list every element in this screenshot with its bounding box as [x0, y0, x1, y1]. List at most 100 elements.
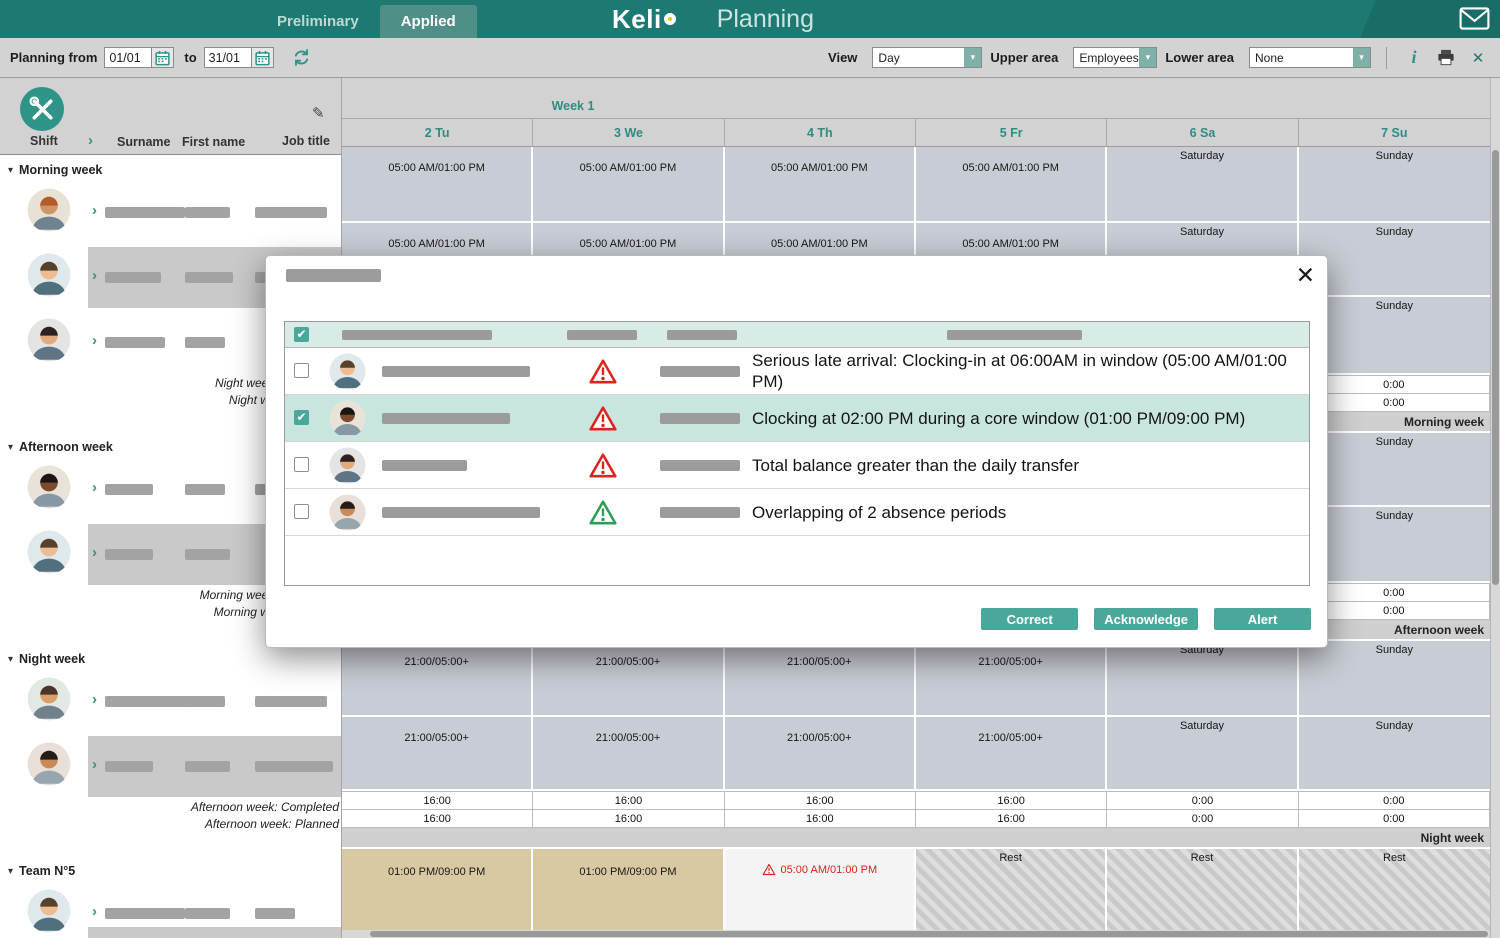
anomaly-row[interactable]: Clocking at 02:00 PM during a core windo… — [285, 395, 1309, 442]
employee-row-shade-partial — [88, 927, 341, 938]
total-cell: 0:00 — [1299, 584, 1490, 601]
close-planning-icon[interactable]: ✕ — [1466, 46, 1490, 70]
weekend-cell[interactable]: Sunday — [1298, 147, 1490, 221]
redacted-text — [255, 761, 333, 772]
cell-label: 21:00/05:00+ — [404, 656, 469, 668]
shift-cell[interactable]: 21:00/05:00+ — [724, 717, 916, 789]
redacted-text — [255, 908, 295, 919]
weekend-cell[interactable]: Saturday — [1107, 147, 1299, 221]
shift-cell[interactable]: 21:00/05:00+ — [915, 717, 1108, 789]
vertical-scrollbar[interactable] — [1490, 78, 1500, 938]
horizontal-scrollbar[interactable] — [342, 930, 1490, 938]
expand-chevron-icon[interactable]: › — [92, 479, 97, 496]
job-title-column-header: Job title — [282, 134, 330, 148]
mail-icon[interactable] — [1458, 7, 1490, 31]
tan-cell[interactable]: 01:00 PM/09:00 PM — [533, 849, 725, 930]
view-value: Day — [878, 50, 900, 65]
planning-from-input[interactable] — [104, 47, 153, 68]
calendar-icon[interactable] — [251, 47, 274, 68]
refresh-icon[interactable] — [290, 46, 314, 70]
weekend-cell[interactable]: Sunday — [1298, 641, 1490, 715]
app-logo: Keli Planning — [612, 0, 814, 38]
correct-button[interactable]: Correct — [981, 608, 1079, 630]
anomalies-table: Serious late arrival: Clocking-in at 06:… — [284, 321, 1310, 586]
weekend-cell[interactable]: Saturday — [1107, 641, 1299, 715]
expand-chevron-icon[interactable]: › — [92, 544, 97, 561]
employee-row: › — [0, 669, 341, 734]
anomaly-row[interactable]: Total balance greater than the daily tra… — [285, 442, 1309, 489]
shift-cell[interactable]: 05:00 AM/01:00 PM — [724, 147, 916, 221]
shift-group-header[interactable]: ▾ Team N°5 — [0, 861, 341, 881]
alert-cell[interactable]: 05:00 AM/01:00 PM — [724, 849, 916, 930]
shift-cell[interactable]: 21:00/05:00+ — [533, 641, 725, 715]
view-select[interactable]: Day ▾ — [872, 47, 983, 68]
calendar-icon[interactable] — [152, 47, 175, 68]
expand-chevron-icon[interactable]: › — [92, 903, 97, 920]
cell-label: 05:00 AM/01:00 PM — [388, 238, 485, 250]
row-checkbox[interactable] — [294, 363, 309, 378]
totals-row: 16:00 16:00 16:00 16:00 0:00 0:00 — [342, 809, 1490, 827]
rest-cell[interactable]: Rest — [1107, 849, 1299, 930]
alert-button[interactable]: Alert — [1214, 608, 1311, 630]
week-label: Week 1 — [551, 99, 595, 113]
weekend-cell[interactable]: Sunday — [1298, 717, 1490, 789]
acknowledge-button[interactable]: Acknowledge — [1094, 608, 1198, 630]
select-all-checkbox[interactable] — [294, 327, 309, 342]
tan-cell[interactable]: 01:00 PM/09:00 PM — [342, 849, 534, 930]
shift-group-header[interactable]: ▾ Afternoon week — [0, 437, 341, 457]
lower-area-select[interactable]: None ▾ — [1249, 47, 1371, 68]
weekend-cell[interactable]: Sunday — [1298, 223, 1490, 295]
dialog-close-icon[interactable]: ✕ — [1295, 262, 1315, 288]
expand-chevron-icon[interactable]: › — [92, 202, 97, 219]
expand-chevron-icon[interactable]: › — [92, 691, 97, 708]
anomaly-row[interactable]: Overlapping of 2 absence periods — [285, 489, 1309, 536]
day-header: 2 Tu — [342, 119, 534, 146]
tab-applied[interactable]: Applied — [379, 5, 477, 38]
planning-to-input[interactable] — [203, 47, 252, 68]
print-icon[interactable] — [1434, 46, 1458, 70]
tab-preliminary[interactable]: Preliminary — [277, 13, 359, 30]
rest-cell[interactable]: Rest — [1298, 849, 1490, 930]
weekend-cell[interactable]: Sunday — [1298, 433, 1490, 505]
shift-summary-note: Afternoon week: Completed — [190, 800, 339, 814]
shift-cell[interactable]: 05:00 AM/01:00 PM — [533, 147, 725, 221]
shift-cell[interactable]: 21:00/05:00+ — [342, 641, 534, 715]
sidebar-groups: ▾Morning week›››Night week: CompletedNig… — [0, 155, 341, 938]
upper-area-select[interactable]: Employees ▾ — [1073, 47, 1158, 68]
cell-label: 21:00/05:00+ — [595, 732, 661, 744]
shift-cell[interactable]: 21:00/05:00+ — [533, 717, 725, 789]
row-checkbox[interactable] — [294, 410, 309, 425]
shift-cell[interactable]: 21:00/05:00+ — [724, 641, 916, 715]
expand-chevron-icon[interactable]: › — [92, 267, 97, 284]
weekend-cell[interactable]: Saturday — [1107, 717, 1299, 789]
edit-pencil-icon[interactable]: ✎ — [312, 105, 325, 122]
logo-o-mark — [663, 13, 676, 25]
row-checkbox[interactable] — [294, 504, 309, 519]
redacted-text — [105, 484, 153, 495]
info-icon[interactable]: i — [1402, 46, 1426, 70]
anomaly-message: Serious late arrival: Clocking-in at 06:… — [752, 351, 1287, 391]
shift-cell[interactable]: 05:00 AM/01:00 PM — [915, 147, 1108, 221]
expand-all-chevron-icon[interactable]: › — [88, 132, 93, 149]
expand-chevron-icon[interactable]: › — [92, 756, 97, 773]
shift-cell[interactable]: 21:00/05:00+ — [342, 717, 534, 789]
expand-chevron-icon[interactable]: › — [92, 332, 97, 349]
day-header: 5 Fr — [916, 119, 1108, 146]
column-header-redacted — [342, 330, 492, 340]
shift-group-header[interactable]: ▾ Night week — [0, 649, 341, 669]
shift-group-header[interactable]: ▾ Morning week — [0, 160, 341, 180]
cell-label: Rest — [1383, 852, 1406, 864]
rest-cell[interactable]: Rest — [915, 849, 1108, 930]
vertical-scrollbar-thumb[interactable] — [1492, 150, 1499, 585]
alert-triangle-icon — [588, 452, 618, 479]
weekend-cell[interactable]: Sunday — [1298, 297, 1490, 373]
mode-tabs: Preliminary Applied — [256, 0, 477, 38]
horizontal-scrollbar-thumb[interactable] — [370, 931, 1488, 937]
weekend-cell[interactable]: Sunday — [1298, 507, 1490, 581]
anomaly-row[interactable]: Serious late arrival: Clocking-in at 06:… — [285, 348, 1309, 395]
shift-cell[interactable]: 21:00/05:00+ — [915, 641, 1108, 715]
shift-cell[interactable]: 05:00 AM/01:00 PM — [342, 147, 534, 221]
avatar — [329, 400, 366, 437]
upper-area-label: Upper area — [990, 50, 1059, 65]
row-checkbox[interactable] — [294, 457, 309, 472]
